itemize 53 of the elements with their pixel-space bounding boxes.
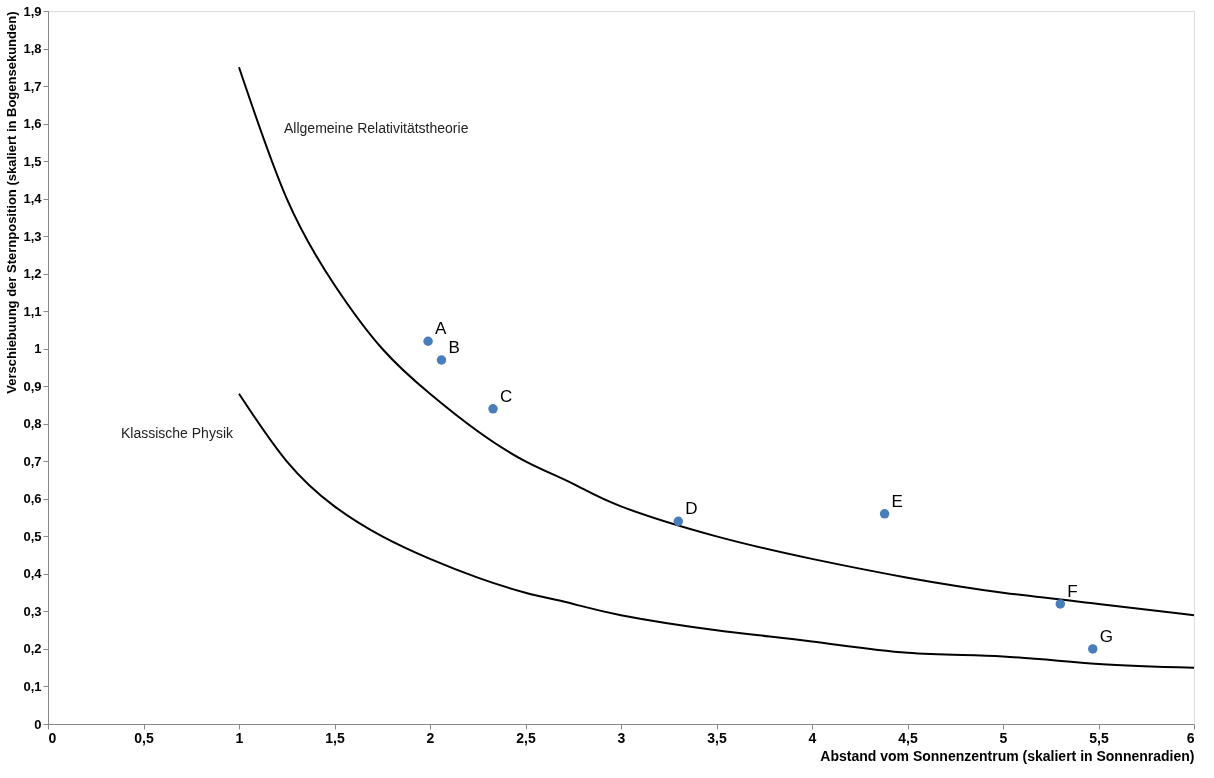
y-tick-label: 1,7 [23,78,42,94]
x-axis-title: Abstand vom Sonnenzentrum (skaliert in Sonnenradien) [820,747,1195,764]
y-tick-label: 0,4 [23,566,43,582]
annotation: A [435,319,448,339]
y-tick-label: 0,3 [23,603,42,619]
point [423,336,433,346]
point [1088,644,1098,654]
x-tick-label: 0,5 [134,729,154,746]
annotation: C [500,386,513,406]
annotation: B [448,337,460,357]
y-tick-label: 1,5 [23,153,42,169]
point [673,516,684,527]
y-tick-label: 0,5 [23,528,42,544]
x-tick-label: 5,5 [1089,729,1109,746]
annotation: G [1099,626,1113,646]
y-tick-label: 1,3 [23,228,42,244]
x-tick-label: 1,5 [325,729,345,746]
x-tick-label: 4 [808,729,817,746]
point [488,404,498,414]
y-tick-label: 1,2 [23,266,42,282]
y-tick-label: 0,6 [23,491,42,507]
line-series [238,66,1195,617]
x-tick-label: 1 [235,729,244,746]
x-tick-label: 4,5 [898,729,918,746]
x-tick-label: 2,5 [516,729,536,746]
y-tick-label: 1,4 [23,191,43,207]
x-tick-label: 0 [48,729,57,746]
point [879,509,890,519]
y-tick-label: 0,1 [23,678,42,694]
y-tick-label: 1,9 [23,3,42,19]
annotation: D [685,499,698,519]
x-tick-label: 6 [1186,729,1195,746]
series-label: Allgemeine Relativitätstheorie [284,120,469,137]
y-tick-label: 0,9 [23,378,42,394]
x-tick-label: 3 [617,729,626,746]
series-label: Klassische Physik [120,424,234,441]
x-tick-label: 3,5 [707,729,727,746]
x-tick-label: 5 [999,729,1008,746]
annotation: E [891,491,903,511]
y-tick-label: 0 [34,716,42,732]
y-tick-label: 1 [34,341,42,357]
y-tick-label: 1,8 [23,41,42,57]
point [436,355,447,365]
y-tick-label: 1,6 [23,116,42,132]
line-series [238,392,1195,669]
y-tick-label: 0,8 [23,416,42,432]
y-tick-label: 1,1 [23,303,42,319]
y-tick-label: 0,7 [23,453,42,469]
annotation: F [1067,581,1078,601]
y-axis-title: Verschiebuung der Sternposition (skaliert in Bogensekunden) [4,11,20,394]
point [1055,599,1066,609]
x-tick-label: 2 [426,729,435,746]
y-tick-label: 0,2 [23,641,42,657]
